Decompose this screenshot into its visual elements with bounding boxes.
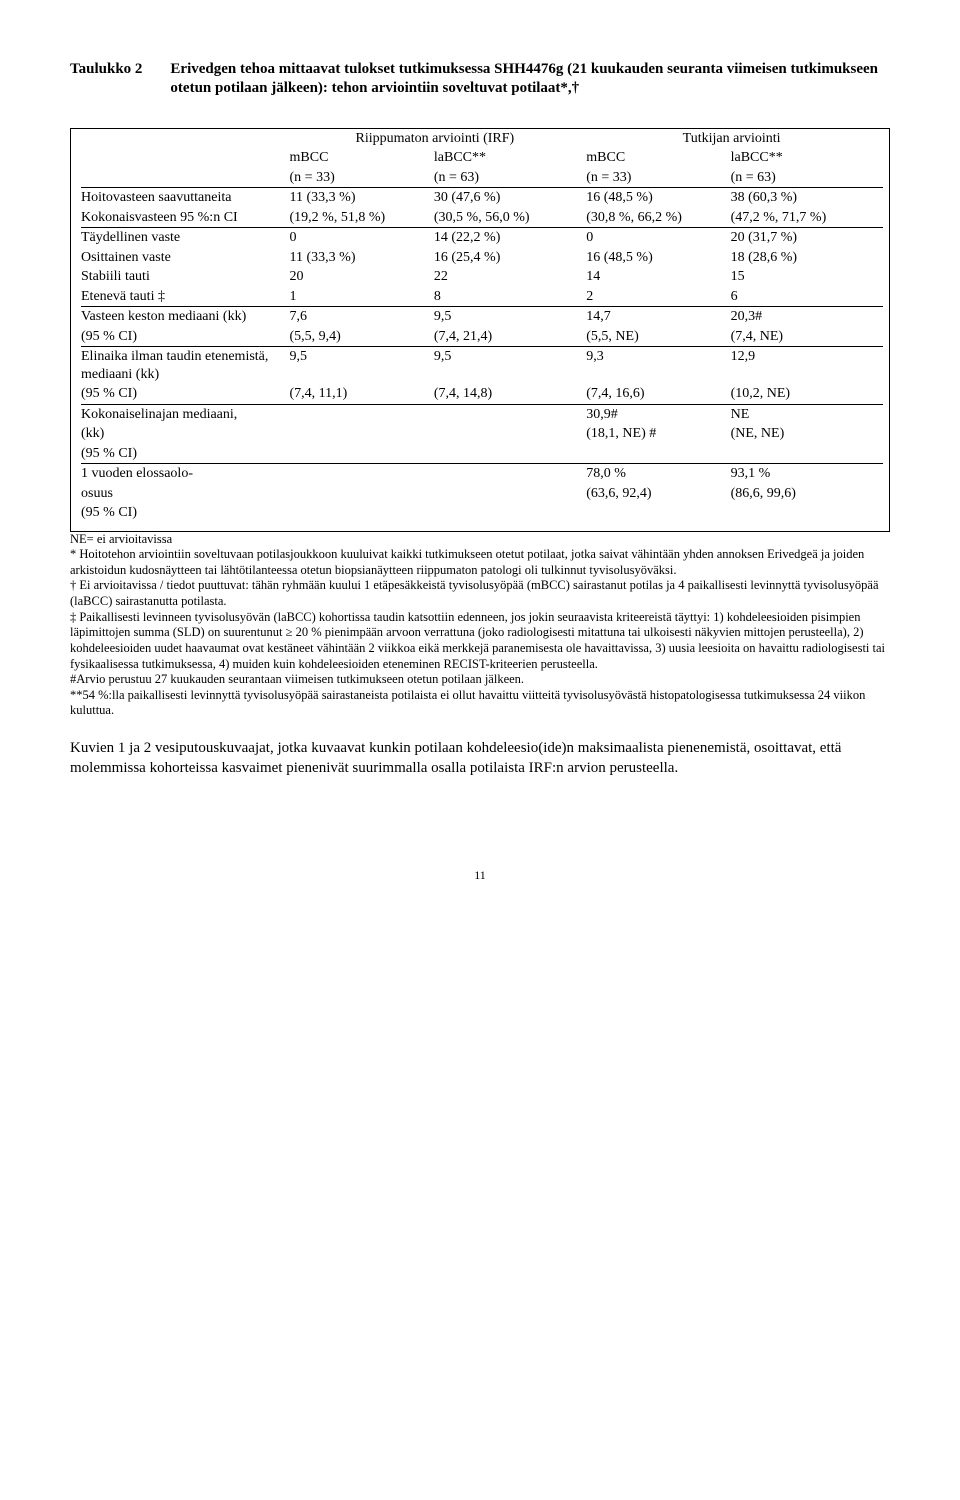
- hdr-c2b: (n = 63): [434, 168, 586, 188]
- page-number: 11: [70, 868, 890, 883]
- row-label: (95 % CI): [81, 503, 290, 523]
- table-row: osuus (63,6, 92,4) (86,6, 99,6): [81, 484, 883, 504]
- table-row: Elinaika ilman taudin etenemistä, mediaa…: [81, 347, 883, 385]
- row-label: (95 % CI): [81, 444, 290, 464]
- table-row: Etenevä tauti ‡ 1 8 2 6: [81, 287, 883, 307]
- table-row: Stabiili tauti 20 22 14 15: [81, 267, 883, 287]
- hdr-c4b: (n = 63): [731, 168, 883, 188]
- title-label: Taulukko 2: [70, 60, 170, 79]
- title-text: Erivedgen tehoa mittaavat tulokset tutki…: [170, 60, 890, 98]
- table-row: (95 % CI): [81, 503, 883, 523]
- footnotes: NE= ei arvioitavissa * Hoitotehon arvioi…: [70, 532, 890, 720]
- table-row: Kokonaisvasteen 95 %:n CI (19,2 %, 51,8 …: [81, 208, 883, 228]
- row-label: Hoitovasteen saavuttaneita: [81, 188, 290, 208]
- table-box: Riippumaton arviointi (IRF) Tutkijan arv…: [70, 128, 890, 532]
- footnote: **54 %:lla paikallisesti levinnyttä tyvi…: [70, 688, 890, 719]
- hdr-c3a: mBCC: [586, 148, 730, 168]
- row-label: Stabiili tauti: [81, 267, 290, 287]
- table-row: (95 % CI) (5,5, 9,4) (7,4, 21,4) (5,5, N…: [81, 327, 883, 347]
- table-row: (95 % CI): [81, 444, 883, 464]
- row-label: Elinaika ilman taudin etenemistä, mediaa…: [81, 347, 290, 385]
- table-row: (kk) (18,1, NE) # (NE, NE): [81, 424, 883, 444]
- header-group-irf: Riippumaton arviointi (IRF): [290, 129, 587, 149]
- row-label: (95 % CI): [81, 384, 290, 404]
- footnote: ‡ Paikallisesti levinneen tyvisolusyövän…: [70, 610, 890, 673]
- row-label: osuus: [81, 484, 290, 504]
- table-row: Vasteen keston mediaani (kk) 7,6 9,5 14,…: [81, 307, 883, 327]
- row-label: Kokonaisvasteen 95 %:n CI: [81, 208, 290, 228]
- hdr-c2a: laBCC**: [434, 148, 586, 168]
- row-label: Kokonaiselinajan mediaani,: [81, 404, 290, 424]
- efficacy-table: Riippumaton arviointi (IRF) Tutkijan arv…: [81, 129, 883, 523]
- hdr-c1a: mBCC: [290, 148, 434, 168]
- row-label: (95 % CI): [81, 327, 290, 347]
- row-label: 1 vuoden elossaolo-: [81, 464, 290, 484]
- body-paragraph: Kuvien 1 ja 2 vesiputouskuvaajat, jotka …: [70, 739, 890, 778]
- row-label: Osittainen vaste: [81, 248, 290, 268]
- header-group-row: Riippumaton arviointi (IRF) Tutkijan arv…: [81, 129, 883, 149]
- row-label: (kk): [81, 424, 290, 444]
- table-row: (95 % CI) (7,4, 11,1) (7,4, 14,8) (7,4, …: [81, 384, 883, 404]
- hdr-c1b: (n = 33): [290, 168, 434, 188]
- header-col-row-1: mBCC laBCC** mBCC laBCC**: [81, 148, 883, 168]
- footnote: * Hoitotehon arviointiin soveltuvaan pot…: [70, 547, 890, 578]
- table-row: 1 vuoden elossaolo- 78,0 % 93,1 %: [81, 464, 883, 484]
- row-label: Täydellinen vaste: [81, 228, 290, 248]
- header-group-inv: Tutkijan arviointi: [586, 129, 883, 149]
- header-col-row-2: (n = 33) (n = 63) (n = 33) (n = 63): [81, 168, 883, 188]
- hdr-c3b: (n = 33): [586, 168, 730, 188]
- table-title: Taulukko 2 Erivedgen tehoa mittaavat tul…: [70, 60, 890, 98]
- table-row: Täydellinen vaste 0 14 (22,2 %) 0 20 (31…: [81, 228, 883, 248]
- table-row: Osittainen vaste 11 (33,3 %) 16 (25,4 %)…: [81, 248, 883, 268]
- table-row: Hoitovasteen saavuttaneita 11 (33,3 %) 3…: [81, 188, 883, 208]
- hdr-c4a: laBCC**: [731, 148, 883, 168]
- footnote: † Ei arvioitavissa / tiedot puuttuvat: t…: [70, 578, 890, 609]
- row-label: Etenevä tauti ‡: [81, 287, 290, 307]
- footnote: #Arvio perustuu 27 kuukauden seurantaan …: [70, 672, 890, 688]
- footnote: NE= ei arvioitavissa: [70, 532, 890, 548]
- table-row: Kokonaiselinajan mediaani, 30,9# NE: [81, 404, 883, 424]
- row-label: Vasteen keston mediaani (kk): [81, 307, 290, 327]
